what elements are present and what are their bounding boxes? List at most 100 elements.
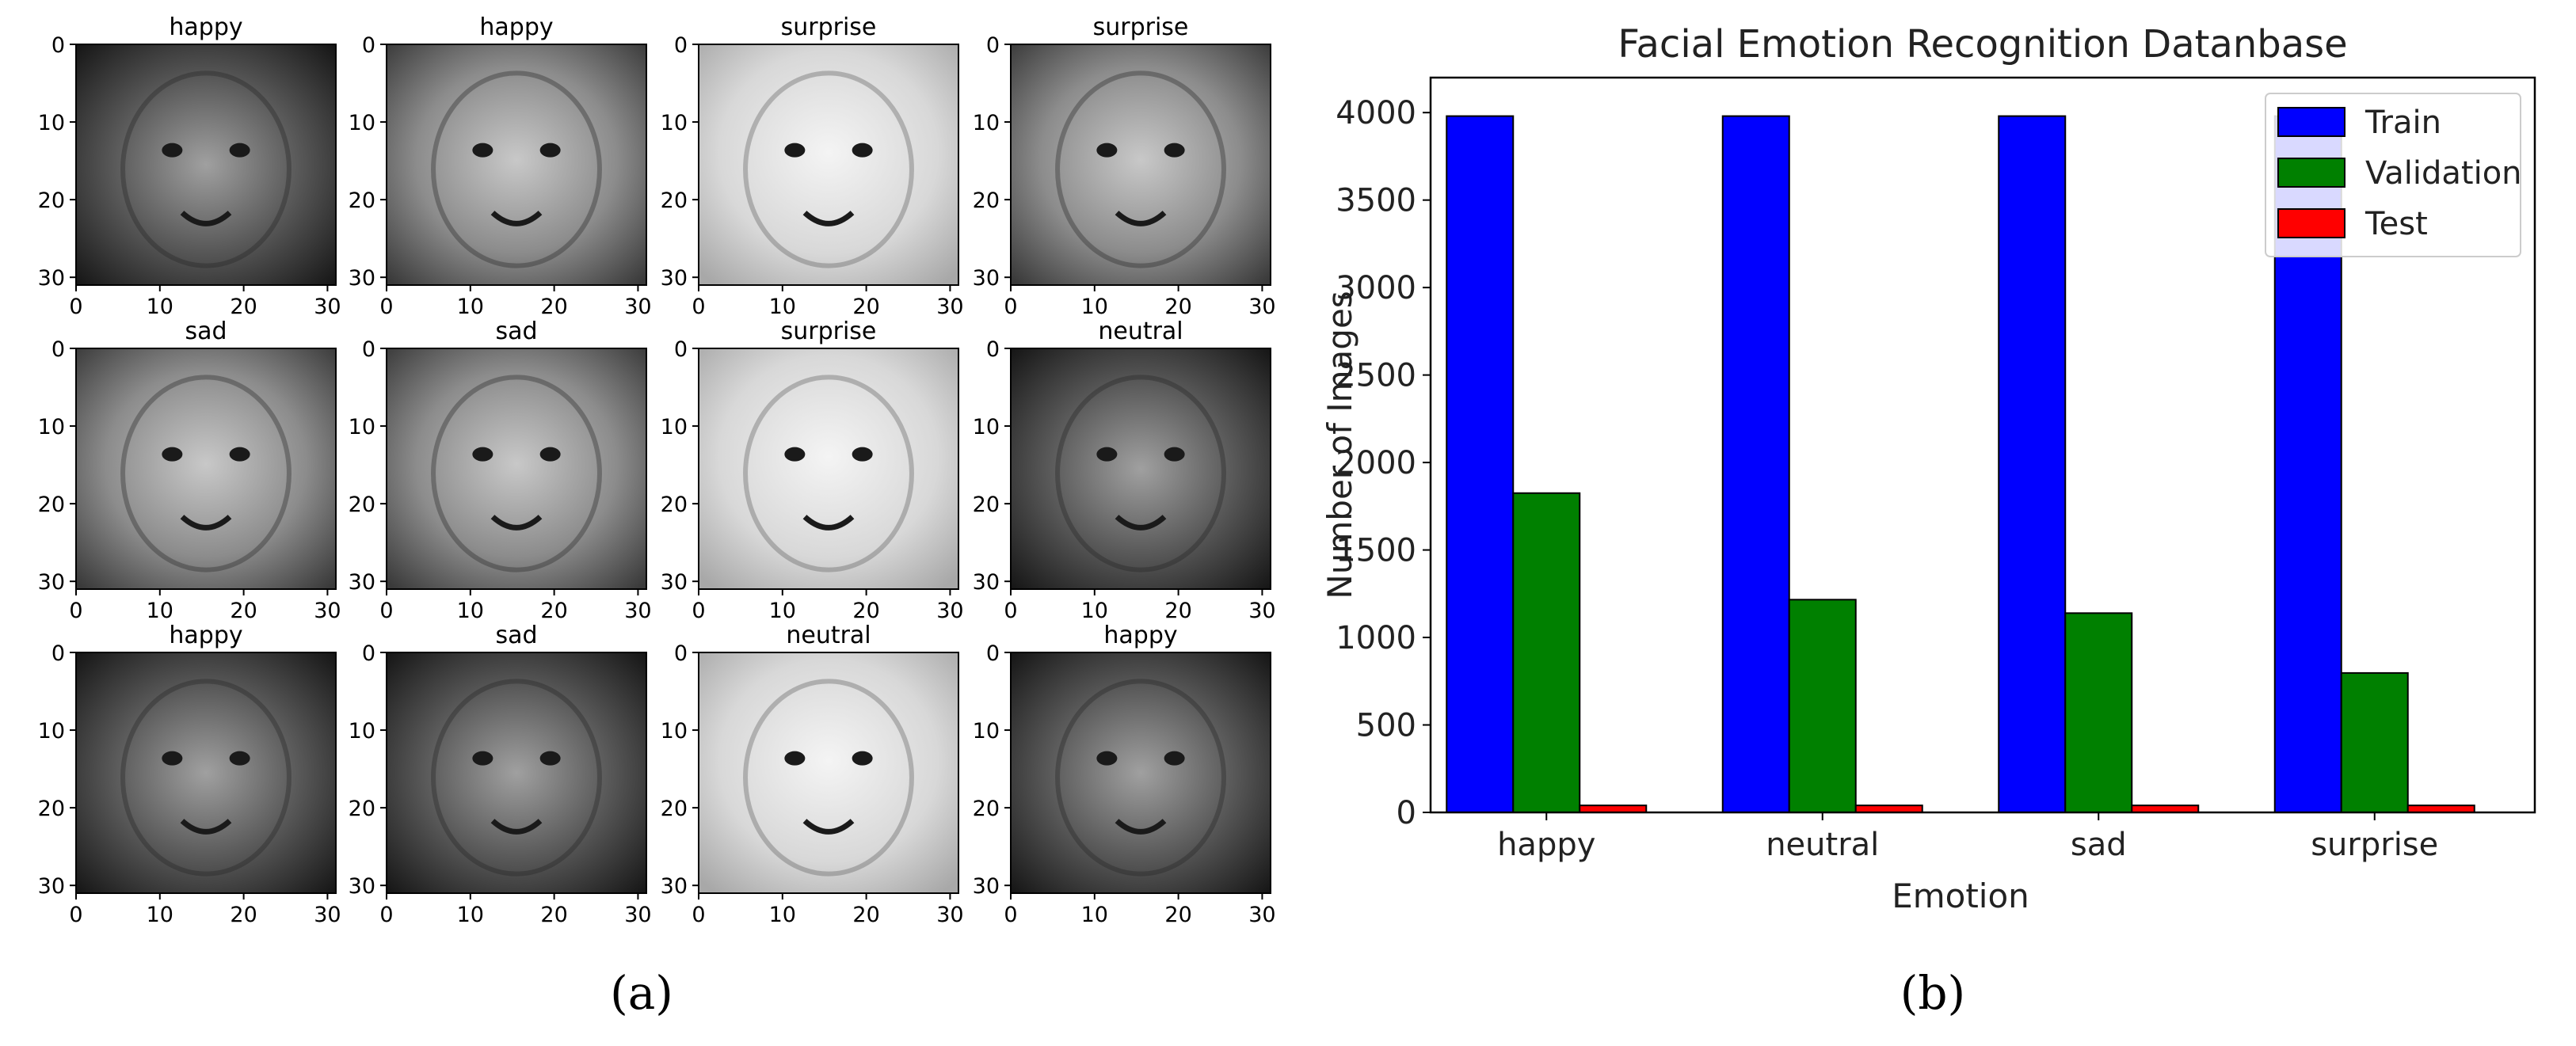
y-tick-label: 20	[349, 188, 375, 213]
y-tick-label: 20	[661, 493, 688, 517]
face-label: surprise	[781, 13, 877, 41]
y-tick-label: 30	[661, 266, 688, 291]
y-tick-label: 0	[362, 33, 375, 58]
face-mouth	[490, 819, 543, 835]
face-image	[76, 348, 336, 589]
face-frame	[386, 348, 647, 590]
bar-validation-sad	[2064, 612, 2133, 814]
legend-label-test: Test	[2365, 206, 2428, 242]
x-tick-label: 20	[540, 295, 567, 319]
face-label: happy	[479, 13, 553, 41]
bar-train-sad	[1998, 115, 2067, 814]
face-right-eye	[1164, 447, 1185, 462]
face-left-eye	[1096, 751, 1118, 766]
face-outline	[120, 70, 292, 268]
y-tick-label: 0	[51, 33, 65, 58]
x-tick-label: neutral	[1766, 827, 1879, 863]
x-tick-label: 30	[1248, 599, 1275, 623]
y-tick-label: 0	[51, 337, 65, 362]
face-outline	[431, 70, 602, 268]
face-label: neutral	[1098, 318, 1183, 345]
y-tick-label: 10	[661, 415, 688, 439]
y-tick-label: 10	[973, 415, 1000, 439]
face-mouth	[490, 515, 543, 531]
face-mouth	[180, 515, 232, 531]
bar-test-happy	[1579, 804, 1648, 814]
x-tick-label: 30	[936, 599, 963, 623]
x-tick-label: 0	[69, 295, 82, 319]
x-tick-label: 20	[852, 295, 879, 319]
face-left-eye	[784, 143, 806, 158]
face-right-eye	[1164, 751, 1185, 766]
face-outline	[743, 679, 914, 877]
x-axis-label: Emotion	[1892, 877, 2029, 915]
y-tick-label: 20	[38, 188, 65, 213]
face-image	[1011, 44, 1271, 285]
legend-label-validation: Validation	[2365, 155, 2522, 192]
y-tick-label: 30	[38, 266, 65, 291]
face-mouth	[1115, 819, 1167, 835]
x-tick-label: 20	[540, 903, 567, 927]
x-tick-label: 0	[379, 295, 393, 319]
y-tick-label: 20	[661, 797, 688, 821]
y-tick-label: 0	[362, 337, 375, 362]
y-tick-label: 2500	[1336, 358, 1416, 394]
y-tick-label: 10	[661, 719, 688, 744]
face-mouth	[802, 515, 855, 531]
x-tick-label: 20	[230, 599, 257, 623]
face-frame	[698, 652, 959, 894]
x-tick-label: 0	[1004, 599, 1017, 623]
y-tick-label: 30	[661, 570, 688, 595]
y-tick-label: 10	[973, 719, 1000, 744]
face-image	[1011, 652, 1271, 893]
face-left-eye	[784, 447, 806, 462]
x-tick-label: 20	[852, 599, 879, 623]
x-tick-label: 30	[1248, 295, 1275, 319]
x-tick-label: 10	[147, 295, 173, 319]
y-tick-label: 20	[349, 493, 375, 517]
y-tick-label: 4000	[1336, 95, 1416, 131]
face-outline	[120, 679, 292, 877]
panel-b-bar-chart: Facial Emotion Recognition Datanbase happ…	[1320, 22, 2536, 915]
y-tick-label: 10	[38, 719, 65, 744]
x-tick-label: 10	[147, 903, 173, 927]
face-frame	[75, 652, 337, 894]
bar-train-neutral	[1721, 115, 1790, 814]
bar-train-happy	[1446, 115, 1515, 814]
face-outline	[743, 70, 914, 268]
panel-a-caption: (a)	[610, 966, 673, 1020]
face-outline	[1055, 679, 1226, 877]
y-tick-label: 500	[1356, 708, 1416, 744]
face-frame	[698, 348, 959, 590]
face-left-eye	[162, 143, 183, 158]
face-right-eye	[1164, 143, 1185, 158]
face-frame	[1010, 652, 1271, 894]
y-tick-label: 30	[973, 570, 1000, 595]
x-tick-label: 10	[769, 599, 796, 623]
y-tick-label: 3000	[1336, 270, 1416, 306]
y-tick-label: 10	[349, 111, 375, 135]
x-tick-label: 30	[314, 599, 341, 623]
x-tick-label: 20	[852, 903, 879, 927]
face-outline	[1055, 70, 1226, 268]
face-left-eye	[162, 447, 183, 462]
face-mouth	[1115, 515, 1167, 531]
face-label: sad	[495, 318, 537, 345]
x-tick-label: 10	[769, 295, 796, 319]
x-tick-label: 10	[457, 599, 484, 623]
x-tick-label: 10	[1081, 599, 1108, 623]
x-tick-label: 10	[1081, 295, 1108, 319]
face-left-eye	[162, 751, 183, 766]
x-tick-label: 20	[1164, 903, 1191, 927]
x-tick-label: 30	[624, 903, 651, 927]
x-tick-label: 30	[1248, 903, 1275, 927]
panel-b-caption: (b)	[1900, 966, 1966, 1020]
x-tick-label: 0	[1004, 903, 1017, 927]
